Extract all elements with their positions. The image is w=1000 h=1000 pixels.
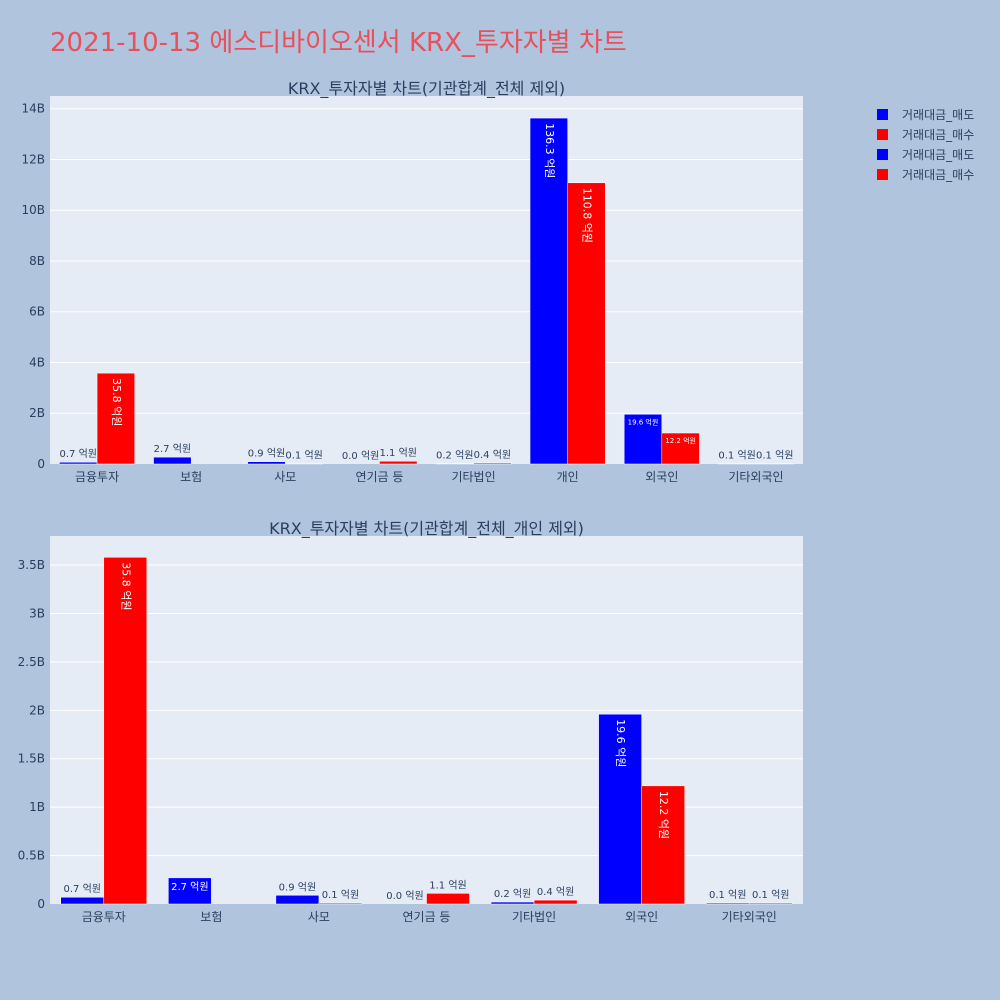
data-label: 2.7 억원 xyxy=(171,881,208,893)
y-tick-label: 4B xyxy=(29,355,45,369)
page-title: 2021-10-13 에스디바이오센서 KRX_투자자별 차트 xyxy=(50,28,627,58)
x-tick-label: 보험 xyxy=(180,470,202,484)
x-tick-label: 사모 xyxy=(274,470,296,484)
bar-buy[interactable] xyxy=(567,182,606,465)
x-tick-label: 외국인 xyxy=(645,470,678,484)
bar-sell[interactable] xyxy=(623,414,663,465)
bar-sell[interactable] xyxy=(598,713,642,905)
data-label: 19.6 억원 xyxy=(614,719,627,767)
x-tick-label: 금융투자 xyxy=(82,910,126,924)
y-tick-label: 2B xyxy=(29,406,45,420)
data-label: 0.0 억원 xyxy=(342,450,379,462)
y-tick-label: 8B xyxy=(29,254,45,268)
legend-swatch[interactable] xyxy=(877,109,888,120)
data-label: 110.8 억원 xyxy=(581,188,594,243)
y-tick-label: 6B xyxy=(29,305,45,319)
bar-sell[interactable] xyxy=(59,461,98,465)
legend-swatch[interactable] xyxy=(877,129,888,140)
x-tick-label: 연기금 등 xyxy=(403,910,451,924)
data-label: 0.1 억원 xyxy=(709,889,746,901)
y-tick-label: 0.5B xyxy=(18,849,45,863)
y-tick-label: 12B xyxy=(21,152,45,166)
data-label: 0.1 억원 xyxy=(718,450,755,462)
data-label: 12.2 억원 xyxy=(657,791,670,839)
plot-area xyxy=(50,536,803,904)
data-label: 0.4 억원 xyxy=(474,449,511,461)
data-label: 0.2 억원 xyxy=(494,888,531,900)
data-label: 0.1 억원 xyxy=(285,450,322,462)
bar-sell[interactable] xyxy=(60,896,105,905)
x-tick-label: 외국인 xyxy=(625,910,658,924)
y-tick-label: 0 xyxy=(37,457,45,471)
data-label: 0.0 억원 xyxy=(386,890,423,902)
bar-buy[interactable] xyxy=(96,372,135,465)
data-label: 1.1 억원 xyxy=(380,447,417,459)
data-label: 0.1 억원 xyxy=(756,450,793,462)
data-label: 0.9 억원 xyxy=(248,448,285,460)
x-tick-label: 기타법인 xyxy=(512,910,556,924)
x-tick-label: 개인 xyxy=(557,470,579,484)
x-tick-label: 사모 xyxy=(308,910,330,924)
bar-sell[interactable] xyxy=(168,877,212,905)
subplot-top: 0 2B 4B 6B 8B 10B 12B 14B KRX_투자자별 차트(기관합계_전체 제외… xyxy=(21,79,803,484)
data-label: 0.1 억원 xyxy=(322,889,359,901)
x-tick-label: 기타외국인 xyxy=(728,470,783,484)
bar-sell[interactable] xyxy=(275,895,320,905)
y-tick-label: 10B xyxy=(21,203,45,217)
y-tick-label: 0 xyxy=(37,897,45,911)
x-tick-label: 금융투자 xyxy=(75,470,119,484)
y-tick-label: 2.5B xyxy=(18,655,45,669)
data-label: 12.2 억원 xyxy=(665,436,696,445)
bar-buy[interactable] xyxy=(103,557,148,905)
x-tick-label: 기타법인 xyxy=(451,470,495,484)
bar-sell[interactable] xyxy=(247,461,286,465)
bar-buy[interactable] xyxy=(426,893,470,905)
bar-buy[interactable] xyxy=(641,785,685,905)
bar-buy[interactable] xyxy=(379,460,418,465)
bar-sell[interactable] xyxy=(435,463,474,465)
legend-label[interactable]: 거래대금_매수 xyxy=(902,168,974,182)
legend-swatch[interactable] xyxy=(877,169,888,180)
data-label: 0.1 억원 xyxy=(752,889,789,901)
subplot-title: KRX_투자자별 차트(기관합계_전체 제외) xyxy=(288,79,565,99)
x-tick-label: 보험 xyxy=(200,910,222,924)
data-label: 1.1 억원 xyxy=(429,879,466,891)
data-label: 19.6 억원 xyxy=(628,417,659,426)
bar-sell[interactable] xyxy=(490,901,535,905)
data-label: 2.7 억원 xyxy=(154,443,191,455)
plot-area xyxy=(50,96,803,464)
data-label: 0.4 억원 xyxy=(537,886,574,898)
y-tick-label: 1.5B xyxy=(18,752,45,766)
data-label: 0.9 억원 xyxy=(279,881,316,893)
data-label: 0.7 억원 xyxy=(64,883,101,895)
y-tick-label: 1B xyxy=(29,800,45,814)
bar-sell[interactable] xyxy=(705,902,750,905)
data-label: 35.8 억원 xyxy=(119,562,132,610)
y-tick-label: 14B xyxy=(21,102,45,116)
bar-buy[interactable] xyxy=(318,902,363,905)
bar-sell[interactable] xyxy=(153,456,192,465)
legend-label[interactable]: 거래대금_매수 xyxy=(902,128,974,142)
data-label: 35.8 억원 xyxy=(110,378,123,426)
y-tick-label: 3B xyxy=(29,606,45,620)
legend-label[interactable]: 거래대금_매도 xyxy=(902,108,974,122)
bar-sell[interactable] xyxy=(529,117,568,465)
data-label: 0.7 억원 xyxy=(59,448,96,460)
bar-buy[interactable] xyxy=(533,899,578,905)
y-tick-label: 2B xyxy=(29,703,45,717)
bar-buy[interactable] xyxy=(748,902,793,905)
x-tick-label: 기타외국인 xyxy=(722,910,777,924)
data-label: 136.3 억원 xyxy=(543,123,556,178)
subplot-bottom: 0 0.5B 1B 1.5B 2B 2.5B 3B 3.5B KRX_투자자별 차트(기관합계_… xyxy=(18,519,803,924)
x-tick-label: 연기금 등 xyxy=(355,470,403,484)
subplot-title: KRX_투자자별 차트(기관합계_전체_개인 제외) xyxy=(269,519,584,539)
legend-swatch[interactable] xyxy=(877,149,888,160)
data-label: 0.2 억원 xyxy=(436,449,473,461)
y-tick-label: 3.5B xyxy=(18,558,45,572)
bar-buy[interactable] xyxy=(661,432,700,465)
legend-label[interactable]: 거래대금_매도 xyxy=(902,148,974,162)
bar-buy[interactable] xyxy=(473,462,512,465)
